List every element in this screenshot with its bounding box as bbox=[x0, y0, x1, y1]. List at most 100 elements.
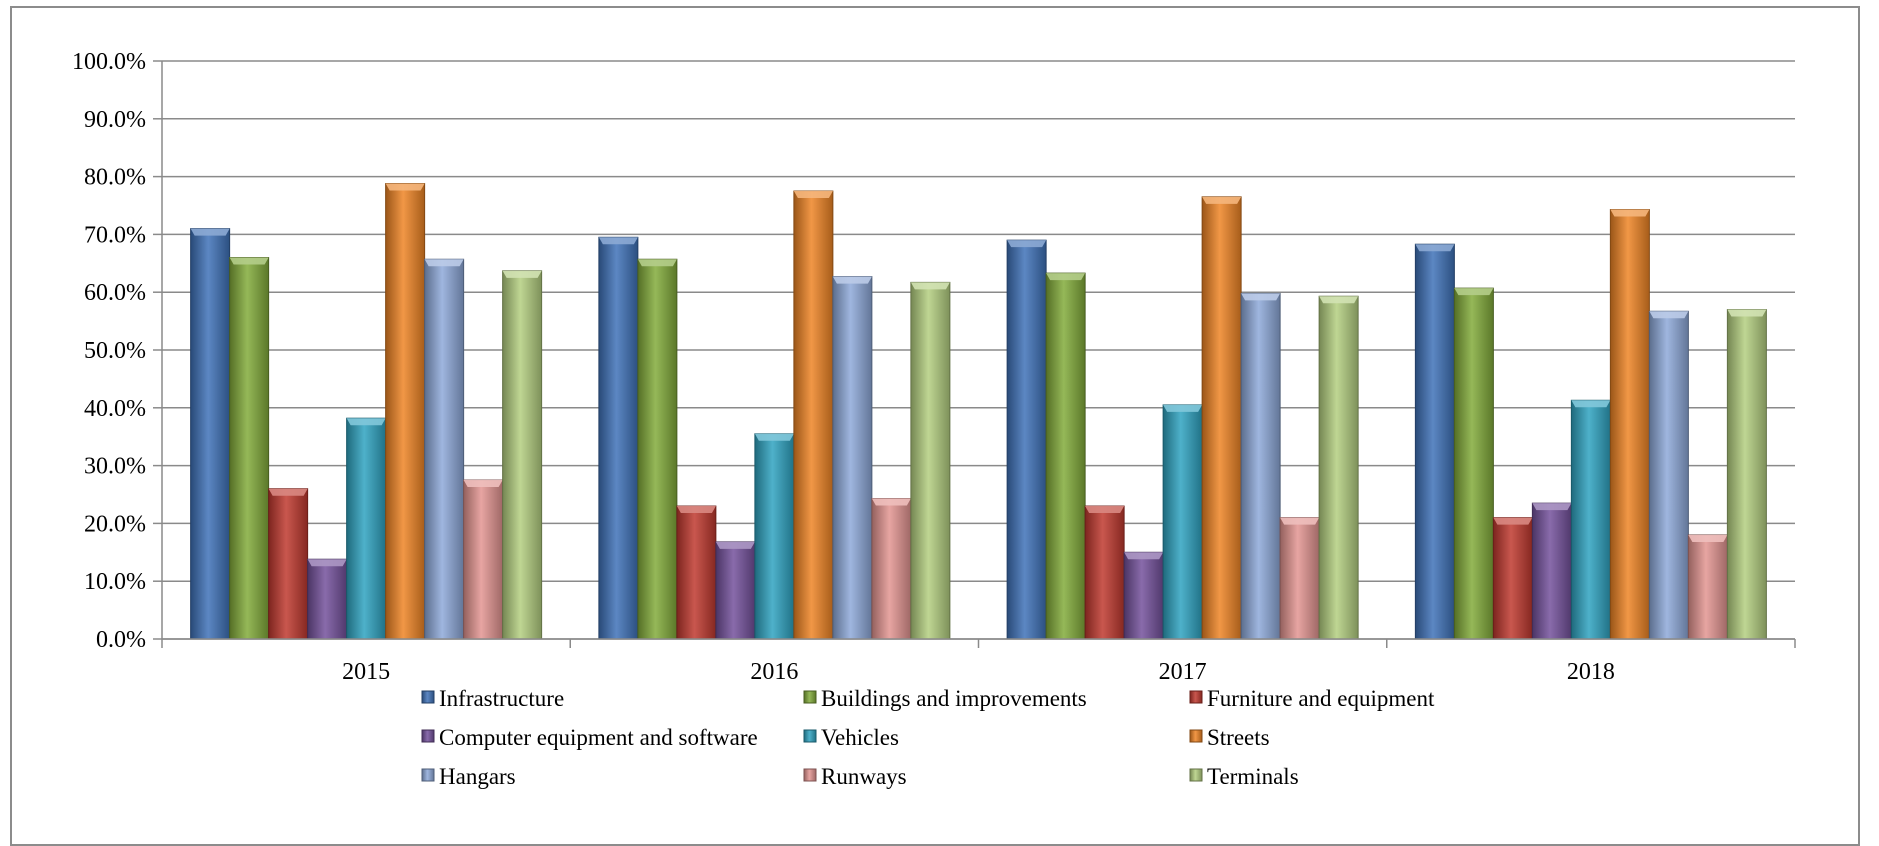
legend-swatch bbox=[421, 690, 435, 704]
bar-top-bevel bbox=[1571, 400, 1611, 408]
y-tick-label: 10.0% bbox=[84, 569, 146, 595]
bar-streets-2015 bbox=[385, 183, 426, 640]
bar-top-bevel bbox=[1493, 517, 1533, 525]
y-tick-label: 20.0% bbox=[84, 511, 146, 537]
legend-label: Runways bbox=[821, 764, 907, 789]
bar-top-bevel bbox=[754, 433, 794, 441]
x-tick-label: 2018 bbox=[1567, 659, 1615, 685]
bar-computer-equipment-and-software-2016 bbox=[715, 541, 756, 640]
bar-top-bevel bbox=[832, 276, 872, 284]
bar-top-bevel bbox=[1688, 534, 1728, 542]
legend-swatch bbox=[803, 768, 817, 782]
bar-vehicles-2015 bbox=[346, 417, 387, 640]
bar-terminals-2018 bbox=[1726, 309, 1767, 640]
y-tick-label: 70.0% bbox=[84, 222, 146, 248]
bar-computer-equipment-and-software-2018 bbox=[1531, 502, 1572, 640]
bar-furniture-and-equipment-2017 bbox=[1084, 505, 1125, 640]
legend-swatch bbox=[1189, 690, 1203, 704]
legend-label: Furniture and equipment bbox=[1207, 686, 1435, 711]
bar-computer-equipment-and-software-2017 bbox=[1123, 551, 1164, 640]
legend-label: Vehicles bbox=[821, 725, 899, 750]
y-tick-label: 60.0% bbox=[84, 280, 146, 306]
bar-runways-2015 bbox=[463, 479, 504, 640]
bar-vehicles-2016 bbox=[754, 433, 795, 640]
bar-buildings-and-improvements-2016 bbox=[637, 258, 678, 640]
bar-terminals-2017 bbox=[1318, 295, 1359, 640]
legend-swatch bbox=[803, 690, 817, 704]
bar-terminals-2016 bbox=[910, 281, 951, 640]
y-tick-label: 40.0% bbox=[84, 396, 146, 422]
y-tick-label: 30.0% bbox=[84, 454, 146, 480]
bar-vehicles-2018 bbox=[1570, 399, 1611, 640]
bar-infrastructure-2017 bbox=[1006, 239, 1047, 640]
legend-swatch bbox=[421, 768, 435, 782]
bar-top-bevel bbox=[1532, 503, 1572, 511]
legend-swatch bbox=[1189, 729, 1203, 743]
x-tick-label: 2016 bbox=[750, 659, 798, 685]
bar-runways-2016 bbox=[871, 498, 912, 640]
y-tick-label: 90.0% bbox=[84, 107, 146, 133]
legend-label: Infrastructure bbox=[439, 686, 564, 711]
bar-top-bevel bbox=[676, 506, 716, 514]
bar-top-bevel bbox=[598, 237, 638, 245]
bar-infrastructure-2015 bbox=[190, 228, 231, 640]
bar-top-bevel bbox=[793, 191, 833, 199]
bar-top-bevel bbox=[1610, 209, 1650, 217]
legend-swatch bbox=[1189, 768, 1203, 782]
bar-top-bevel bbox=[190, 228, 230, 236]
bar-hangars-2017 bbox=[1240, 292, 1281, 640]
bar-top-bevel bbox=[1163, 404, 1203, 412]
bar-top-bevel bbox=[1124, 552, 1164, 560]
y-tick-label: 80.0% bbox=[84, 165, 146, 191]
bar-top-bevel bbox=[637, 259, 677, 267]
legend-label: Buildings and improvements bbox=[821, 686, 1087, 711]
bar-top-bevel bbox=[268, 488, 308, 496]
bar-hangars-2016 bbox=[832, 276, 873, 640]
bar-furniture-and-equipment-2016 bbox=[676, 505, 717, 640]
bar-runways-2017 bbox=[1279, 517, 1320, 640]
y-tick-label: 50.0% bbox=[84, 338, 146, 364]
bar-computer-equipment-and-software-2015 bbox=[307, 558, 348, 640]
bar-top-bevel bbox=[385, 183, 425, 191]
bar-top-bevel bbox=[1415, 244, 1455, 252]
legend-label: Hangars bbox=[439, 764, 516, 789]
bar-hangars-2018 bbox=[1648, 310, 1689, 640]
bar-furniture-and-equipment-2015 bbox=[268, 488, 309, 640]
bar-top-bevel bbox=[424, 259, 464, 267]
bar-top-bevel bbox=[346, 418, 386, 426]
bar-top-bevel bbox=[1454, 288, 1494, 296]
x-tick-label: 2015 bbox=[342, 659, 390, 685]
bar-runways-2018 bbox=[1687, 534, 1728, 640]
bar-vehicles-2017 bbox=[1162, 404, 1203, 640]
legend-label: Computer equipment and software bbox=[439, 725, 758, 750]
bar-top-bevel bbox=[1727, 309, 1767, 317]
bar-top-bevel bbox=[1202, 196, 1242, 204]
bar-top-bevel bbox=[1649, 311, 1689, 319]
bar-infrastructure-2016 bbox=[598, 236, 639, 640]
bar-top-bevel bbox=[1241, 293, 1281, 301]
bar-streets-2017 bbox=[1201, 196, 1242, 640]
bar-top-bevel bbox=[1046, 273, 1086, 281]
bar-top-bevel bbox=[715, 541, 755, 549]
bar-buildings-and-improvements-2018 bbox=[1453, 287, 1494, 640]
bar-terminals-2015 bbox=[502, 270, 543, 640]
bar-top-bevel bbox=[502, 270, 542, 278]
bar-furniture-and-equipment-2018 bbox=[1492, 517, 1533, 640]
bar-top-bevel bbox=[910, 282, 950, 290]
bar-top-bevel bbox=[1085, 506, 1125, 514]
bar-top-bevel bbox=[463, 480, 503, 488]
bar-top-bevel bbox=[871, 498, 911, 506]
bar-top-bevel bbox=[229, 257, 269, 265]
bar-top-bevel bbox=[1280, 517, 1320, 525]
bar-buildings-and-improvements-2015 bbox=[229, 257, 270, 640]
bar-top-bevel bbox=[1007, 240, 1047, 248]
bar-chart: 0.0% 10.0% 20.0% 30.0% 40.0% 50.0% 60.0% 70.0% 8… bbox=[72, 49, 1796, 789]
legend-swatch bbox=[803, 729, 817, 743]
y-tick-label: 0.0% bbox=[96, 627, 146, 653]
legend-label: Streets bbox=[1207, 725, 1270, 750]
bar-top-bevel bbox=[1319, 296, 1359, 304]
bar-streets-2016 bbox=[793, 190, 834, 640]
legend-label: Terminals bbox=[1207, 764, 1299, 789]
x-tick-label: 2017 bbox=[1159, 659, 1207, 685]
bar-buildings-and-improvements-2017 bbox=[1045, 272, 1086, 640]
